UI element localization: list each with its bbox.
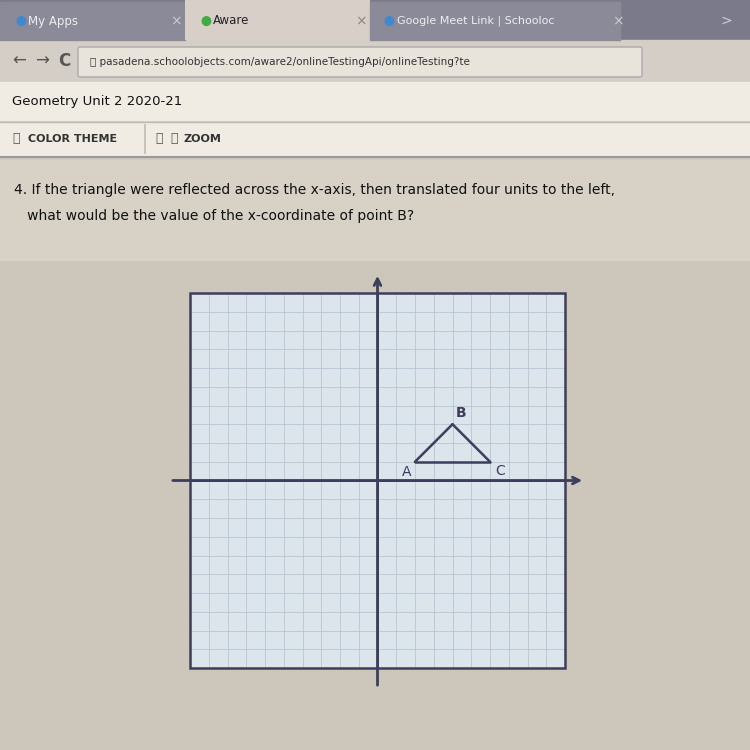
Bar xyxy=(0,2,185,40)
Text: ×: × xyxy=(170,14,182,28)
Text: C: C xyxy=(58,52,70,70)
Bar xyxy=(190,293,565,668)
Text: 4. If the triangle were reflected across the x-axis, then translated four units : 4. If the triangle were reflected across… xyxy=(14,183,615,197)
Bar xyxy=(0,40,750,82)
Text: A: A xyxy=(401,465,411,478)
Text: COLOR THEME: COLOR THEME xyxy=(28,134,117,144)
Text: what would be the value of the x-coordinate of point B?: what would be the value of the x-coordin… xyxy=(14,209,414,223)
Bar xyxy=(0,160,750,750)
Text: ⬤: ⬤ xyxy=(383,16,394,26)
Text: Google Meet Link | Schooloc: Google Meet Link | Schooloc xyxy=(397,16,554,26)
Bar xyxy=(0,122,750,156)
FancyBboxPatch shape xyxy=(78,47,642,77)
Text: ×: × xyxy=(355,14,367,28)
Bar xyxy=(185,0,370,40)
Text: ⬤: ⬤ xyxy=(200,16,211,26)
Text: ×: × xyxy=(612,14,624,28)
Text: >: > xyxy=(720,14,731,28)
Bar xyxy=(0,82,750,120)
Bar xyxy=(190,293,565,668)
Text: My Apps: My Apps xyxy=(28,14,78,28)
Text: C: C xyxy=(495,464,505,478)
Text: 🔒 pasadena.schoolobjects.com/aware2/onlineTestingApi/onlineTesting?te: 🔒 pasadena.schoolobjects.com/aware2/onli… xyxy=(90,57,470,67)
Text: Aware: Aware xyxy=(213,14,249,28)
Bar xyxy=(0,0,750,40)
Bar xyxy=(0,157,750,750)
Text: ←: ← xyxy=(12,52,26,70)
Bar xyxy=(370,2,620,40)
Text: ⬤: ⬤ xyxy=(15,16,26,26)
Text: ZOOM: ZOOM xyxy=(183,134,220,144)
Text: 🔍: 🔍 xyxy=(155,133,163,146)
Text: B: B xyxy=(455,406,466,420)
Bar xyxy=(0,160,750,260)
Text: →: → xyxy=(35,52,49,70)
Text: Geometry Unit 2 2020-21: Geometry Unit 2 2020-21 xyxy=(12,94,182,107)
Text: 🔍: 🔍 xyxy=(170,133,178,146)
Text: 🎨: 🎨 xyxy=(12,133,20,146)
